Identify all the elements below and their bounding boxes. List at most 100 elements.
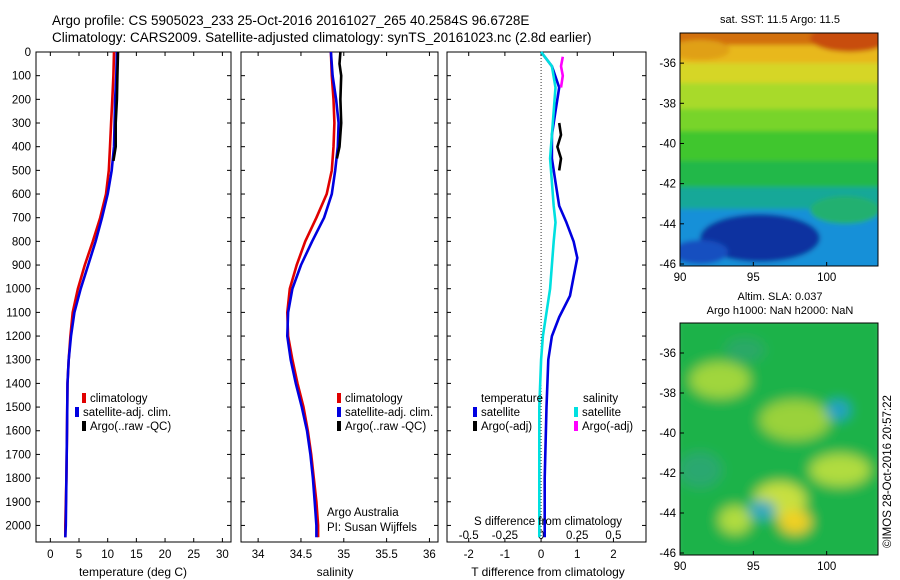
salinity-panel: 34 34.5 35 35.5 36 salinity climatology sate… bbox=[240, 51, 439, 579]
depth-tick-label: 1600 bbox=[5, 426, 31, 438]
depth-tick-label: 500 bbox=[12, 165, 31, 177]
legend-swatch-t-satellite bbox=[473, 407, 477, 417]
difference-axes-frame bbox=[446, 51, 647, 543]
map-lat-label: -44 bbox=[659, 219, 676, 231]
depth-tick-label: 100 bbox=[12, 71, 31, 83]
temperature-depth-ticks: 0 100 200 300 400 500 600 700 800 900 1000 1100 1200… bbox=[5, 47, 231, 532]
s-tick-label: -0.5 bbox=[459, 530, 479, 542]
x-tick-label: 2 bbox=[610, 549, 616, 561]
map-lat-label: -42 bbox=[659, 468, 676, 480]
x-tick-label: 10 bbox=[101, 549, 114, 561]
map-lon-label: 100 bbox=[817, 272, 836, 284]
depth-tick-label: 2000 bbox=[5, 520, 31, 532]
pi-label: PI: Susan Wijffels bbox=[327, 522, 417, 534]
map-lat-label: -40 bbox=[659, 138, 676, 150]
legend-swatch-climatology bbox=[337, 393, 341, 403]
depth-tick-label: 600 bbox=[12, 189, 31, 201]
temperature-axes-frame bbox=[35, 51, 232, 543]
legend-swatch-s-satellite bbox=[574, 407, 578, 417]
sst-map-ticks: 90 95 100 -36 -38 -40 -42 -44 -46 bbox=[659, 58, 836, 284]
temperature-x-ticks: 0 5 10 15 20 25 30 bbox=[47, 52, 229, 561]
map-lat-label: -36 bbox=[659, 348, 676, 360]
x-tick-label: 0 bbox=[47, 549, 53, 561]
difference-lines bbox=[538, 51, 579, 538]
legend-label-argo: Argo(..raw -QC) bbox=[90, 421, 171, 433]
legend-swatch-t-argo bbox=[473, 421, 477, 431]
legend-title-salinity: salinity bbox=[583, 393, 618, 405]
map-lat-label: -38 bbox=[659, 98, 676, 110]
depth-tick-label: 1200 bbox=[5, 331, 31, 343]
s-tick-label: 0.25 bbox=[566, 530, 588, 542]
series-line bbox=[286, 51, 340, 538]
temperature-legend: climatology satellite-adj. clim. Argo(..… bbox=[75, 393, 171, 433]
legend-label-t-satellite: satellite bbox=[481, 407, 520, 419]
sla-map-title-1: Altim. SLA: 0.037 bbox=[737, 291, 823, 303]
x-tick-label: 5 bbox=[76, 549, 82, 561]
difference-legend: temperature salinity satellite Argo(-adj… bbox=[473, 393, 633, 433]
sla-map-frame bbox=[679, 322, 879, 556]
map-lon-label: 90 bbox=[674, 561, 687, 573]
map-lon-label: 95 bbox=[747, 272, 760, 284]
depth-tick-label: 1800 bbox=[5, 473, 31, 485]
temperature-xlabel: temperature (deg C) bbox=[79, 565, 187, 579]
t-difference-label: T difference from climatology bbox=[471, 565, 625, 579]
x-tick-label: 34.5 bbox=[290, 549, 312, 561]
map-lat-label: -40 bbox=[659, 428, 676, 440]
sst-map-frame bbox=[679, 32, 879, 267]
x-tick-label: 1 bbox=[574, 549, 580, 561]
depth-tick-label: 1000 bbox=[5, 284, 31, 296]
sla-map-ticks: 90 95 100 -36 -38 -40 -42 -44 -46 bbox=[659, 348, 836, 573]
sla-field bbox=[680, 323, 878, 555]
x-tick-label: 36 bbox=[423, 549, 436, 561]
x-tick-label: 34 bbox=[252, 549, 265, 561]
depth-tick-label: 300 bbox=[12, 118, 31, 130]
sla-map-title-2: Argo h1000: NaN h2000: NaN bbox=[706, 305, 854, 317]
s-tick-label: -0.25 bbox=[492, 530, 518, 542]
legend-label-satellite-adj: satellite-adj. clim. bbox=[345, 407, 433, 419]
s-difference-label: S difference from climatology bbox=[474, 516, 622, 528]
depth-tick-label: 400 bbox=[12, 142, 31, 154]
legend-label-climatology: climatology bbox=[90, 393, 148, 405]
salinity-lines bbox=[286, 51, 343, 538]
depth-tick-label: 1900 bbox=[5, 497, 31, 509]
legend-label-s-satellite: satellite bbox=[582, 407, 621, 419]
map-lat-label: -42 bbox=[659, 179, 676, 191]
series-line bbox=[335, 51, 343, 159]
legend-swatch-s-argo bbox=[574, 421, 578, 431]
legend-swatch-argo bbox=[337, 421, 341, 431]
series-line bbox=[556, 122, 563, 171]
depth-tick-label: 1700 bbox=[5, 449, 31, 461]
legend-swatch-argo bbox=[82, 421, 86, 431]
legend-title-temperature: temperature bbox=[481, 393, 543, 405]
x-tick-label: 25 bbox=[187, 549, 200, 561]
legend-label-t-argo: Argo(-adj) bbox=[481, 421, 532, 433]
legend-swatch-satellite-adj bbox=[337, 407, 341, 417]
sst-map: 90 95 100 -36 -38 -40 -42 -44 -46 bbox=[659, 32, 879, 284]
imos-stamp: ©IMOS 28-Oct-2016 20:57:22 bbox=[882, 395, 894, 548]
x-tick-label: -2 bbox=[464, 549, 474, 561]
depth-tick-label: 700 bbox=[12, 213, 31, 225]
depth-tick-label: 800 bbox=[12, 236, 31, 248]
salinity-depth-ticks bbox=[241, 51, 438, 526]
temperature-panel: 0100200300400500600700800900100011001200… bbox=[5, 47, 232, 579]
depth-tick-label: 1400 bbox=[5, 378, 31, 390]
salinity-xlabel: salinity bbox=[317, 565, 354, 579]
series-line bbox=[559, 56, 565, 88]
map-lat-label: -44 bbox=[659, 508, 676, 520]
legend-swatch-climatology bbox=[82, 393, 86, 403]
x-tick-label: -1 bbox=[500, 549, 510, 561]
legend-label-climatology: climatology bbox=[345, 393, 403, 405]
sla-map: 90 95 100 -36 -38 -40 -42 -44 -46 bbox=[659, 322, 879, 573]
salinity-x-ticks: 34 34.5 35 35.5 36 bbox=[252, 52, 436, 561]
x-tick-label: 0 bbox=[538, 549, 544, 561]
salinity-legend: climatology satellite-adj. clim. Argo(..… bbox=[337, 393, 433, 433]
institution-label: Argo Australia bbox=[327, 507, 399, 519]
map-lon-label: 100 bbox=[817, 561, 836, 573]
depth-tick-label: 1500 bbox=[5, 402, 31, 414]
depth-tick-label: 1300 bbox=[5, 355, 31, 367]
map-lat-label: -36 bbox=[659, 58, 676, 70]
depth-tick-label: 900 bbox=[12, 260, 31, 272]
s-tick-label: 0.5 bbox=[605, 530, 621, 542]
map-lat-label: -46 bbox=[659, 259, 676, 271]
